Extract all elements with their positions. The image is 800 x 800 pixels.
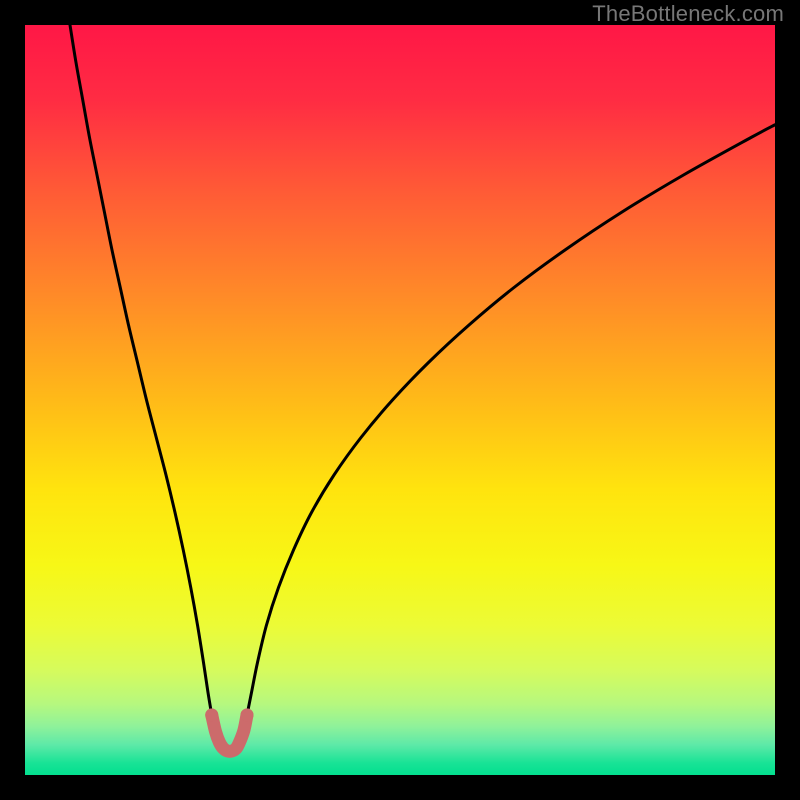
valley-endpoint-marker [205, 709, 218, 722]
chart-plot-area [25, 25, 775, 775]
valley-endpoint-marker [241, 709, 254, 722]
watermark-label: TheBottleneck.com [592, 1, 784, 27]
chart-background [25, 25, 775, 775]
chart-svg [25, 25, 775, 775]
